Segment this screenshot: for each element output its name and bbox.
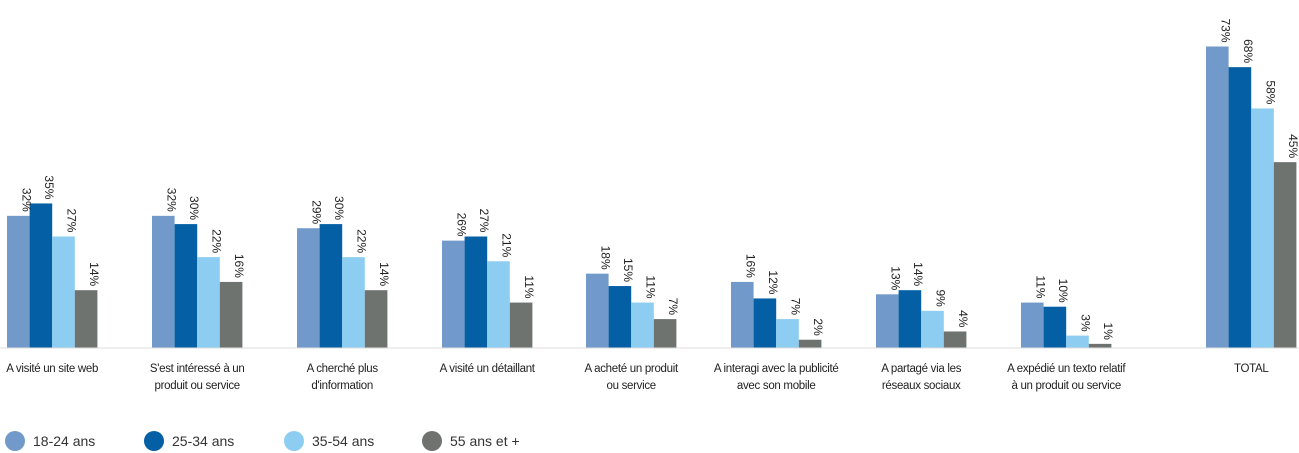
value-label-series-3-cat-6: 7% xyxy=(789,298,803,316)
legend-item-1: 18-24 ans xyxy=(5,431,95,451)
category-label-3: A cherché plus d'information xyxy=(307,363,379,392)
legend-label-1: 18-24 ans xyxy=(33,433,95,449)
bar-series-3-cat-3 xyxy=(342,257,365,348)
value-label-series-3-cat-2: 22% xyxy=(209,229,223,253)
value-label-series-1-cat-9: 73% xyxy=(1218,18,1232,42)
value-label-series-2-cat-3: 30% xyxy=(332,196,346,220)
bar-series-3-cat-9 xyxy=(1251,108,1274,349)
bar-series-1-cat-4 xyxy=(442,240,465,348)
bar-series-3-cat-8 xyxy=(1066,335,1089,348)
legend-item-4: 55 ans et + xyxy=(422,431,520,451)
bar-series-1-cat-2 xyxy=(152,215,175,348)
value-label-series-4-cat-1: 14% xyxy=(87,262,101,286)
value-label-series-3-cat-1: 27% xyxy=(65,208,79,232)
value-label-series-1-cat-4: 26% xyxy=(454,213,468,237)
value-label-series-4-cat-5: 7% xyxy=(666,298,680,316)
bar-series-4-cat-4 xyxy=(509,302,533,348)
bar-series-1-cat-9 xyxy=(1206,46,1229,348)
bar-series-4-cat-6 xyxy=(798,339,822,348)
bar-series-4-cat-2 xyxy=(219,281,243,348)
bar-series-3-cat-5 xyxy=(631,302,654,348)
bar-series-2-cat-1 xyxy=(29,203,53,348)
value-label-series-4-cat-3: 14% xyxy=(377,262,391,286)
legend-label-2: 25-34 ans xyxy=(172,433,234,449)
bar-series-1-cat-1 xyxy=(7,215,30,348)
value-label-series-1-cat-2: 32% xyxy=(164,188,178,212)
legend-item-3: 35-54 ans xyxy=(284,431,374,451)
value-label-series-4-cat-4: 11% xyxy=(522,275,536,298)
value-label-series-1-cat-5: 18% xyxy=(598,246,612,270)
bar-series-1-cat-6 xyxy=(731,281,754,348)
category-label-7: A partagé via les réseaux sociaux xyxy=(881,363,961,392)
bar-series-4-cat-7 xyxy=(943,331,967,348)
bar-series-2-cat-2 xyxy=(174,224,198,348)
value-label-series-2-cat-6: 12% xyxy=(766,270,780,294)
value-labels-layer: 32% 32% 29% 26% 18% 16% 13% 11% 73% 35% 30% 30% 27% 1… xyxy=(19,18,1299,340)
value-label-series-3-cat-3: 22% xyxy=(355,229,369,253)
value-label-series-1-cat-7: 13% xyxy=(888,266,902,290)
value-label-series-3-cat-8: 3% xyxy=(1079,314,1093,332)
value-label-series-4-cat-7: 4% xyxy=(956,310,970,328)
bar-series-3-cat-1 xyxy=(52,236,75,348)
category-label-4: A visité un détaillant xyxy=(440,363,536,375)
value-label-series-1-cat-8: 11% xyxy=(1033,275,1047,298)
bar-series-2-cat-7 xyxy=(898,290,922,348)
bar-series-1-cat-7 xyxy=(876,294,899,348)
value-label-series-4-cat-9: 45% xyxy=(1286,134,1299,158)
category-label-6: A interagi avec la publicité avec son mob… xyxy=(714,363,839,392)
bar-series-1-cat-8 xyxy=(1021,302,1044,348)
category-label-5: A acheté un produit ou service xyxy=(584,363,679,392)
bar-series-3-cat-6 xyxy=(776,319,799,348)
value-label-series-3-cat-7: 9% xyxy=(934,289,948,307)
legend-swatch-1 xyxy=(5,431,25,451)
value-label-series-3-cat-9: 58% xyxy=(1264,80,1278,104)
legend-swatch-3 xyxy=(284,431,304,451)
bar-series-3-cat-2 xyxy=(197,257,220,348)
bar-series-4-cat-8 xyxy=(1088,343,1112,348)
category-label-8: A expédié un texto relatif à un produit o… xyxy=(1007,363,1126,392)
bar-series-4-cat-3 xyxy=(364,290,388,348)
value-label-series-3-cat-5: 11% xyxy=(644,275,658,298)
bar-series-1-cat-5 xyxy=(586,273,609,348)
value-label-series-1-cat-3: 29% xyxy=(309,200,323,224)
value-label-series-2-cat-1: 35% xyxy=(42,175,56,199)
bar-series-2-cat-4 xyxy=(464,236,488,348)
bars-layer xyxy=(7,46,1297,349)
bar-series-3-cat-4 xyxy=(487,261,510,348)
value-label-series-1-cat-1: 32% xyxy=(19,188,33,212)
value-label-series-2-cat-9: 68% xyxy=(1241,39,1255,63)
value-label-series-3-cat-4: 21% xyxy=(500,233,514,257)
value-label-series-2-cat-2: 30% xyxy=(187,196,201,220)
bar-series-2-cat-6 xyxy=(753,298,777,348)
bar-series-2-cat-3 xyxy=(319,224,343,348)
bar-series-4-cat-1 xyxy=(74,290,98,348)
legend-label-3: 35-54 ans xyxy=(312,433,374,449)
legend: 18-24 ans 25-34 ans 35-54 ans 55 ans et + xyxy=(5,431,520,451)
legend-label-4: 55 ans et + xyxy=(450,433,520,449)
legend-item-2: 25-34 ans xyxy=(144,431,234,451)
bar-series-2-cat-9 xyxy=(1228,67,1252,348)
value-label-series-2-cat-8: 10% xyxy=(1056,279,1070,303)
bar-series-4-cat-9 xyxy=(1273,162,1297,348)
bar-series-3-cat-7 xyxy=(921,310,944,348)
bar-series-4-cat-5 xyxy=(653,319,677,348)
value-label-series-1-cat-6: 16% xyxy=(743,254,757,278)
bar-series-2-cat-5 xyxy=(608,286,632,348)
bar-series-1-cat-3 xyxy=(297,228,320,348)
category-labels-layer: A visité un site web S'est intéressé à un… xyxy=(6,363,1269,392)
category-label-9: TOTAL xyxy=(1234,363,1269,375)
value-label-series-2-cat-4: 27% xyxy=(477,208,491,232)
value-label-series-2-cat-7: 14% xyxy=(911,262,925,286)
category-label-1: A visité un site web xyxy=(6,363,98,375)
value-label-series-4-cat-6: 2% xyxy=(811,318,825,336)
legend-swatch-2 xyxy=(144,431,164,451)
value-label-series-4-cat-8: 1% xyxy=(1101,323,1115,341)
category-label-2: S'est intéressé à un produit ou service xyxy=(150,363,245,392)
value-label-series-2-cat-5: 15% xyxy=(621,258,635,282)
bar-series-2-cat-8 xyxy=(1043,306,1067,348)
value-label-series-4-cat-2: 16% xyxy=(232,254,246,278)
legend-swatch-4 xyxy=(422,431,442,451)
